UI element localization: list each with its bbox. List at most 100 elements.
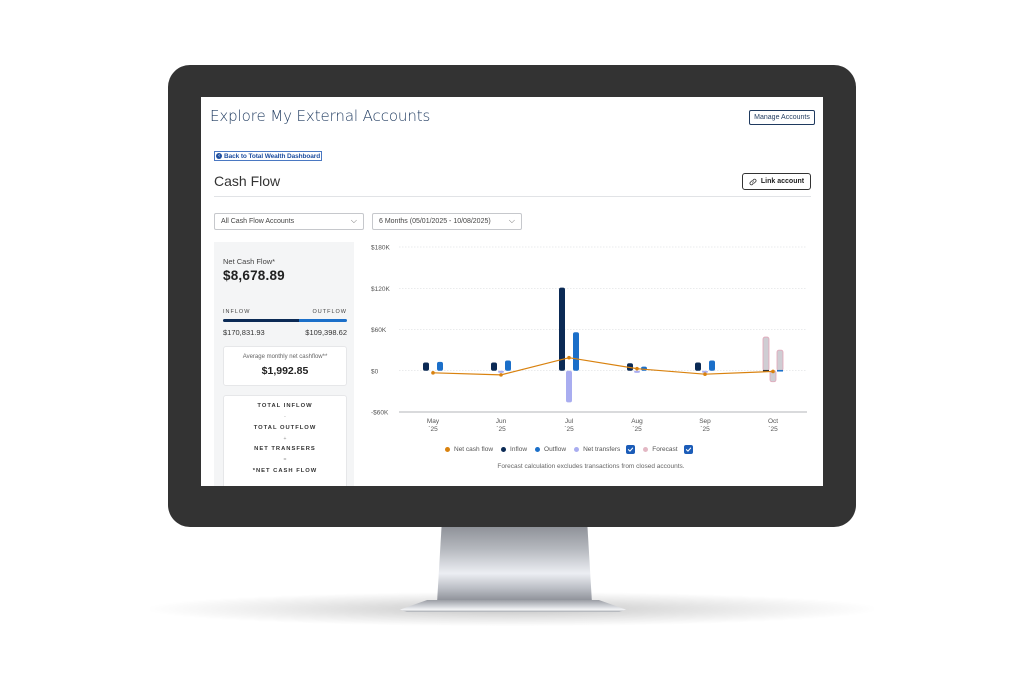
inflow-bar[interactable] bbox=[491, 362, 497, 371]
x-tick-year: `25 bbox=[428, 426, 438, 433]
y-tick-label: $60K bbox=[371, 327, 387, 334]
back-link-label: Back to Total Wealth Dashboard bbox=[224, 152, 321, 160]
checkmark-icon bbox=[628, 447, 634, 452]
link-icon bbox=[749, 178, 757, 185]
y-tick-label: -$60K bbox=[371, 410, 389, 417]
average-monthly-label: Average monthly net cashflow** bbox=[242, 354, 328, 360]
forecast-bar[interactable] bbox=[762, 336, 770, 372]
formula-net-cash-flow: *NET CASH FLOW bbox=[252, 467, 318, 474]
inflow-outflow-values: $170,831.93 $109,398.62 bbox=[223, 328, 347, 337]
x-tick-label: Sep bbox=[699, 418, 711, 425]
checkmark-icon bbox=[685, 447, 691, 452]
net-transfers-bar[interactable] bbox=[634, 370, 640, 373]
link-account-label: Link account bbox=[760, 178, 805, 185]
average-monthly-card: Average monthly net cashflow** $1,992.85 bbox=[223, 346, 347, 386]
legend-dot-icon bbox=[574, 447, 580, 452]
legend-label: Inflow bbox=[510, 446, 528, 453]
outflow-bar-segment bbox=[298, 319, 347, 322]
outflow-bar[interactable] bbox=[505, 360, 511, 371]
monitor-screen: Explore My External Accounts Manage Acco… bbox=[201, 97, 823, 486]
legend-item-net-cash-flow[interactable]: Net cash flow bbox=[445, 446, 493, 453]
outflow-bar bbox=[777, 369, 783, 372]
legend-dot-icon bbox=[535, 447, 541, 452]
manage-accounts-button[interactable]: Manage Accounts bbox=[749, 110, 815, 125]
x-tick-label: Jun bbox=[496, 418, 507, 425]
outflow-label: OUTFLOW bbox=[312, 309, 347, 315]
formula-net-transfers: NET TRANSFERS bbox=[254, 446, 316, 452]
summary-panel: Net Cash Flow* $8,678.89 INFLOW OUTFLOW … bbox=[214, 242, 354, 486]
date-range-select-value: 6 Months (05/01/2025 - 10/08/2025) bbox=[379, 218, 491, 225]
accounts-select[interactable]: All Cash Flow Accounts ⌵ bbox=[214, 213, 364, 230]
x-tick-label: Aug bbox=[631, 418, 643, 425]
outflow-bar[interactable] bbox=[573, 332, 579, 371]
formula-card: TOTAL INFLOW - TOTAL OUTFLOW + NET TRANS… bbox=[223, 395, 347, 486]
link-account-button[interactable]: Link account bbox=[742, 173, 811, 190]
net-cash-flow-value: $8,678.89 bbox=[223, 268, 285, 283]
inflow-bar[interactable] bbox=[695, 362, 701, 371]
outflow-bar[interactable] bbox=[709, 360, 715, 371]
x-tick-label: Oct bbox=[768, 418, 778, 425]
legend-dot-icon bbox=[501, 447, 507, 452]
x-tick-label: Jul bbox=[565, 418, 574, 425]
legend-label: Outflow bbox=[544, 446, 567, 453]
forecast-footnote: Forecast calculation excludes transactio… bbox=[497, 463, 685, 470]
inflow-outflow-labels: INFLOW OUTFLOW bbox=[223, 309, 347, 315]
x-tick-label: May bbox=[427, 418, 440, 425]
back-to-dashboard-link[interactable]: ‹ Back to Total Wealth Dashboard bbox=[214, 151, 323, 161]
legend-item-forecast[interactable]: Forecast bbox=[643, 445, 693, 454]
legend-checkbox[interactable] bbox=[626, 445, 636, 454]
net-cash-flow-point[interactable] bbox=[567, 355, 571, 360]
formula-operator-equals: = bbox=[283, 457, 287, 463]
inflow-value: $170,831.93 bbox=[223, 328, 265, 337]
net-transfers-bar[interactable] bbox=[566, 370, 572, 403]
formula-operator-plus: + bbox=[283, 435, 287, 442]
forecast-bar[interactable] bbox=[776, 349, 784, 372]
legend-label: Net cash flow bbox=[454, 446, 494, 453]
net-cash-flow-point[interactable] bbox=[499, 373, 503, 377]
inflow-outflow-bar bbox=[223, 319, 347, 322]
legend-item-outflow[interactable]: Outflow bbox=[535, 446, 566, 453]
section-title: Cash Flow bbox=[214, 173, 281, 189]
monitor-stand-base bbox=[400, 600, 626, 612]
y-tick-label: $180K bbox=[371, 245, 390, 252]
legend-label: Forecast bbox=[652, 446, 678, 453]
legend-item-inflow[interactable]: Inflow bbox=[501, 446, 527, 453]
formula-total-outflow: TOTAL OUTFLOW bbox=[253, 424, 317, 431]
inflow-bar-segment bbox=[223, 319, 299, 322]
legend-item-net-transfers[interactable]: Net transfers bbox=[574, 445, 636, 454]
legend-label: Net transfers bbox=[583, 446, 621, 453]
net-cash-flow-label: Net Cash Flow* bbox=[223, 257, 276, 266]
net-cash-flow-point[interactable] bbox=[431, 371, 435, 375]
formula-total-inflow: TOTAL INFLOW bbox=[257, 403, 313, 409]
chevron-down-icon: ⌵ bbox=[350, 216, 357, 225]
cash-flow-chart[interactable]: $180K $120K $60K $0 -$60K May `25 Jun `25 Jul `25 A… bbox=[361, 242, 821, 482]
x-tick-year: `25 bbox=[496, 426, 506, 433]
inflow-bar bbox=[763, 369, 769, 372]
monitor-stand-neck bbox=[437, 525, 592, 603]
section-divider bbox=[214, 196, 811, 197]
date-range-select[interactable]: 6 Months (05/01/2025 - 10/08/2025) ⌵ bbox=[372, 213, 522, 230]
chart-legend: Net cash flow Inflow Outflow Net transfers F… bbox=[445, 445, 693, 454]
outflow-bar[interactable] bbox=[437, 361, 443, 371]
legend-checkbox[interactable] bbox=[683, 445, 693, 454]
inflow-bar[interactable] bbox=[559, 287, 565, 371]
net-cash-flow-point[interactable] bbox=[635, 366, 639, 371]
net-cash-flow-point[interactable] bbox=[703, 372, 707, 376]
net-cash-flow-point[interactable] bbox=[771, 369, 775, 374]
inflow-bar[interactable] bbox=[423, 362, 429, 371]
legend-dot-icon bbox=[643, 447, 649, 452]
chevron-down-icon: ⌵ bbox=[508, 216, 515, 225]
x-tick-year: `25 bbox=[564, 426, 574, 433]
chevron-left-icon: ‹ bbox=[216, 153, 222, 159]
legend-dot-icon bbox=[445, 447, 450, 452]
net-transfers-bar[interactable] bbox=[702, 370, 708, 373]
x-tick-year: `25 bbox=[700, 426, 710, 433]
page-title: Explore My External Accounts bbox=[210, 107, 431, 125]
net-cash-flow-line bbox=[432, 357, 774, 376]
x-tick-year: `25 bbox=[632, 426, 642, 433]
formula-operator-minus: - bbox=[284, 414, 286, 420]
inflow-label: INFLOW bbox=[223, 309, 251, 315]
y-tick-label: $0 bbox=[371, 368, 379, 375]
net-transfers-bar[interactable] bbox=[498, 370, 504, 373]
y-tick-label: $120K bbox=[371, 286, 390, 293]
